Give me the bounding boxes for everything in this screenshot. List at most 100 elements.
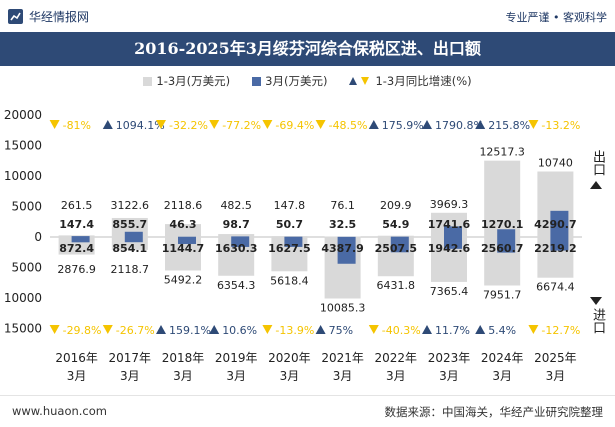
label-export-monthly: 1741.6 <box>428 218 471 231</box>
bar-export-cumulative <box>218 234 255 237</box>
label-import-cumulative: 2118.7 <box>111 263 150 276</box>
x-tick-label-year: 2025年 <box>534 351 577 365</box>
x-tick-label-month: 3月 <box>226 369 246 383</box>
yoy-export-up-marker <box>368 120 379 129</box>
yoy-import-up-marker <box>315 325 326 334</box>
yoy-export-down-marker <box>209 120 220 129</box>
legend: 1-3月(万美元) 3月(万美元) 1-3月同比增速(%) <box>0 72 615 90</box>
label-import-cumulative: 7951.7 <box>483 289 522 302</box>
x-tick-label-year: 2019年 <box>215 351 258 365</box>
y-tick-label: 5000 <box>11 200 42 214</box>
bar-import-monthly <box>497 237 516 253</box>
footer: www.huaon.com 数据来源：中国海关，华经产业研究院整理 <box>0 395 615 427</box>
yoy-export-down-marker <box>156 120 166 129</box>
yoy-export-label: -13.2% <box>541 119 580 132</box>
yoy-import-down-marker <box>528 325 539 334</box>
x-tick-label-month: 3月 <box>386 369 406 383</box>
legend-label-yoy: 1-3月同比增速(%) <box>375 74 472 88</box>
label-import-monthly: 1144.7 <box>162 242 204 255</box>
yoy-import-down-marker <box>368 325 379 334</box>
bar-import-monthly <box>71 237 90 243</box>
yoy-export-down-marker <box>49 120 60 129</box>
x-tick-label-year: 2016年 <box>55 351 98 365</box>
bar-export-cumulative <box>377 235 414 237</box>
label-export-monthly: 4290.7 <box>534 218 576 231</box>
legend-item-monthly: 3月(万美元) <box>252 72 327 90</box>
label-import-cumulative: 2876.9 <box>57 263 96 276</box>
yoy-import-up-marker <box>422 325 432 334</box>
brand-logo-icon <box>8 9 23 24</box>
y-tick-label: 10000 <box>4 291 42 305</box>
x-tick-label-month: 3月 <box>280 369 300 383</box>
bar-import-monthly <box>284 237 303 247</box>
y-tick-label: 20000 <box>4 108 42 122</box>
bar-export-monthly <box>71 236 90 237</box>
yoy-export-label: -32.2% <box>169 119 208 132</box>
y-tick-label: 5000 <box>11 261 42 275</box>
x-tick-label-month: 3月 <box>173 369 193 383</box>
bar-import-monthly <box>124 237 143 243</box>
label-import-monthly: 854.1 <box>112 242 147 255</box>
y-tick-label: 0 <box>34 230 42 244</box>
y-tick-label: 15000 <box>4 139 42 153</box>
tagline: 专业严谨 • 客观科学 <box>505 11 607 24</box>
x-tick-label-month: 3月 <box>333 369 353 383</box>
yoy-export-label: -69.4% <box>275 119 314 132</box>
label-export-cumulative: 209.9 <box>380 199 412 212</box>
yoy-import-down-marker <box>102 325 113 334</box>
yoy-export-label: -77.2% <box>222 119 261 132</box>
label-export-monthly: 1270.1 <box>481 218 523 231</box>
bar-export-cumulative <box>271 236 308 237</box>
label-export-monthly: 147.4 <box>59 218 94 231</box>
yoy-export-label: -81% <box>63 119 91 132</box>
legend-swatch-monthly <box>252 76 262 86</box>
label-export-cumulative: 3969.3 <box>430 198 469 211</box>
legend-label-monthly: 3月(万美元) <box>265 74 328 88</box>
label-export-cumulative: 2118.6 <box>164 199 203 212</box>
footer-source: 数据来源：中国海关，华经产业研究院整理 <box>384 405 604 419</box>
yoy-export-up-marker <box>102 120 113 129</box>
legend-item-cumulative: 1-3月(万美元) <box>143 72 230 90</box>
yoy-import-label: 5.4% <box>488 324 516 337</box>
footer-site[interactable]: www.huaon.com <box>12 404 107 418</box>
brand[interactable]: 华经情报网 <box>8 8 89 25</box>
yoy-import-up-marker <box>475 325 486 334</box>
label-import-cumulative: 6431.8 <box>377 279 416 292</box>
legend-swatch-cumulative <box>143 76 153 86</box>
yoy-import-down-marker <box>262 325 273 334</box>
bar-export-monthly <box>497 229 516 237</box>
import-arrow-icon <box>590 297 602 305</box>
label-import-monthly: 2219.2 <box>534 242 576 255</box>
yoy-export-label: -48.5% <box>329 119 368 132</box>
yoy-import-label: -29.8% <box>63 324 102 337</box>
bar-export-monthly <box>550 210 569 237</box>
bar-import-monthly <box>550 237 569 251</box>
label-export-monthly: 54.9 <box>382 218 409 231</box>
chart-area: 20000 15000 10000 5000 0 5000 10000 15000 261.5 1… <box>4 108 582 383</box>
label-import-cumulative: 6674.4 <box>536 281 575 294</box>
label-export-cumulative: 10740 <box>538 156 573 169</box>
yoy-export-label: 1094.1% <box>116 119 165 132</box>
legend-yoy-markers-icon <box>349 77 370 85</box>
label-import-cumulative: 10085.3 <box>320 302 366 315</box>
yoy-import-label: 10.6% <box>222 324 257 337</box>
label-export-cumulative: 12517.3 <box>479 146 525 159</box>
label-export-cumulative: 261.5 <box>61 199 93 212</box>
x-tick-label-year: 2024年 <box>481 351 524 365</box>
yoy-import-label: -26.7% <box>116 324 155 337</box>
x-tick-label-month: 3月 <box>120 369 140 383</box>
bar-export-monthly <box>444 226 462 237</box>
label-import-cumulative: 6354.3 <box>217 279 256 292</box>
import-side-text: 进口 <box>590 308 605 334</box>
bar-import-monthly <box>231 237 250 247</box>
x-tick-label-year: 2022年 <box>375 351 418 365</box>
yoy-export-label: 1790.8% <box>435 119 484 132</box>
bar-import-monthly <box>337 237 356 264</box>
label-export-cumulative: 76.1 <box>330 199 355 212</box>
yoy-import-label: 159.1% <box>169 324 211 337</box>
x-tick-label-year: 2021年 <box>321 351 364 365</box>
yoy-import-down-marker <box>49 325 60 334</box>
yoy-import-up-marker <box>156 325 166 334</box>
yoy-import-label: -40.3% <box>382 324 421 337</box>
label-import-cumulative: 5492.2 <box>164 274 203 287</box>
